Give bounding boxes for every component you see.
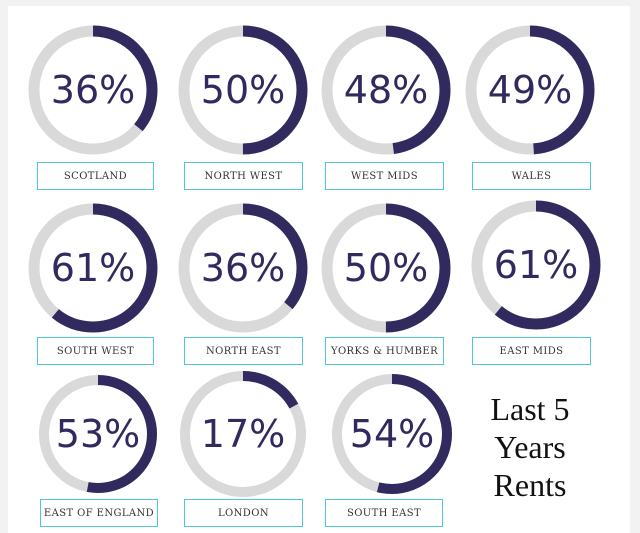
donut-arc-east-of-england xyxy=(39,375,157,493)
donut-arc-scotland xyxy=(28,25,158,155)
donut-arc-wales xyxy=(465,25,595,155)
chart-title-line-3: Rents xyxy=(493,467,567,503)
donut-value-scotland: 36% xyxy=(51,68,135,112)
donut-arc-west-mids xyxy=(321,25,451,155)
region-label-wales: WALES xyxy=(472,162,591,190)
region-label-south-east: SOUTH EAST xyxy=(325,499,443,527)
donut-value-east-of-england: 53% xyxy=(56,412,140,456)
donut-value-north-west: 50% xyxy=(201,68,285,112)
region-label-yorks-and-humber: YORKS & HUMBER xyxy=(325,337,444,365)
chart-title-line-1: Last 5 xyxy=(490,391,570,427)
donut-arc-london xyxy=(180,371,306,497)
donut-value-london: 17% xyxy=(201,412,285,456)
donut-value-south-west: 61% xyxy=(51,246,135,290)
region-label-north-east: NORTH EAST xyxy=(184,337,303,365)
donut-arc-east-mids xyxy=(471,200,601,330)
chart-title: Last 5 Years Rents xyxy=(470,390,590,504)
donut-arc-south-east xyxy=(332,374,452,494)
region-label-east-mids: EAST MIDS xyxy=(472,337,591,365)
donut-arc-north-west xyxy=(178,25,308,155)
donut-arc-yorks-and-humber xyxy=(321,203,451,333)
region-label-south-west: SOUTH WEST xyxy=(37,337,154,365)
region-label-east-of-england: EAST OF ENGLAND xyxy=(40,499,158,527)
region-label-north-west: NORTH WEST xyxy=(184,162,303,190)
donut-arc-north-east xyxy=(178,203,308,333)
donut-value-west-mids: 48% xyxy=(344,68,428,112)
donut-value-wales: 49% xyxy=(488,68,572,112)
region-label-london: LONDON xyxy=(184,499,303,527)
donut-value-yorks-and-humber: 50% xyxy=(344,246,428,290)
donut-value-north-east: 36% xyxy=(201,246,285,290)
region-label-west-mids: WEST MIDS xyxy=(325,162,444,190)
donut-arc-south-west xyxy=(28,203,158,333)
chart-panel xyxy=(8,6,630,533)
chart-title-line-2: Years xyxy=(494,429,566,465)
donut-value-east-mids: 61% xyxy=(494,243,578,287)
donut-value-south-east: 54% xyxy=(350,412,434,456)
region-label-scotland: SCOTLAND xyxy=(37,162,154,190)
